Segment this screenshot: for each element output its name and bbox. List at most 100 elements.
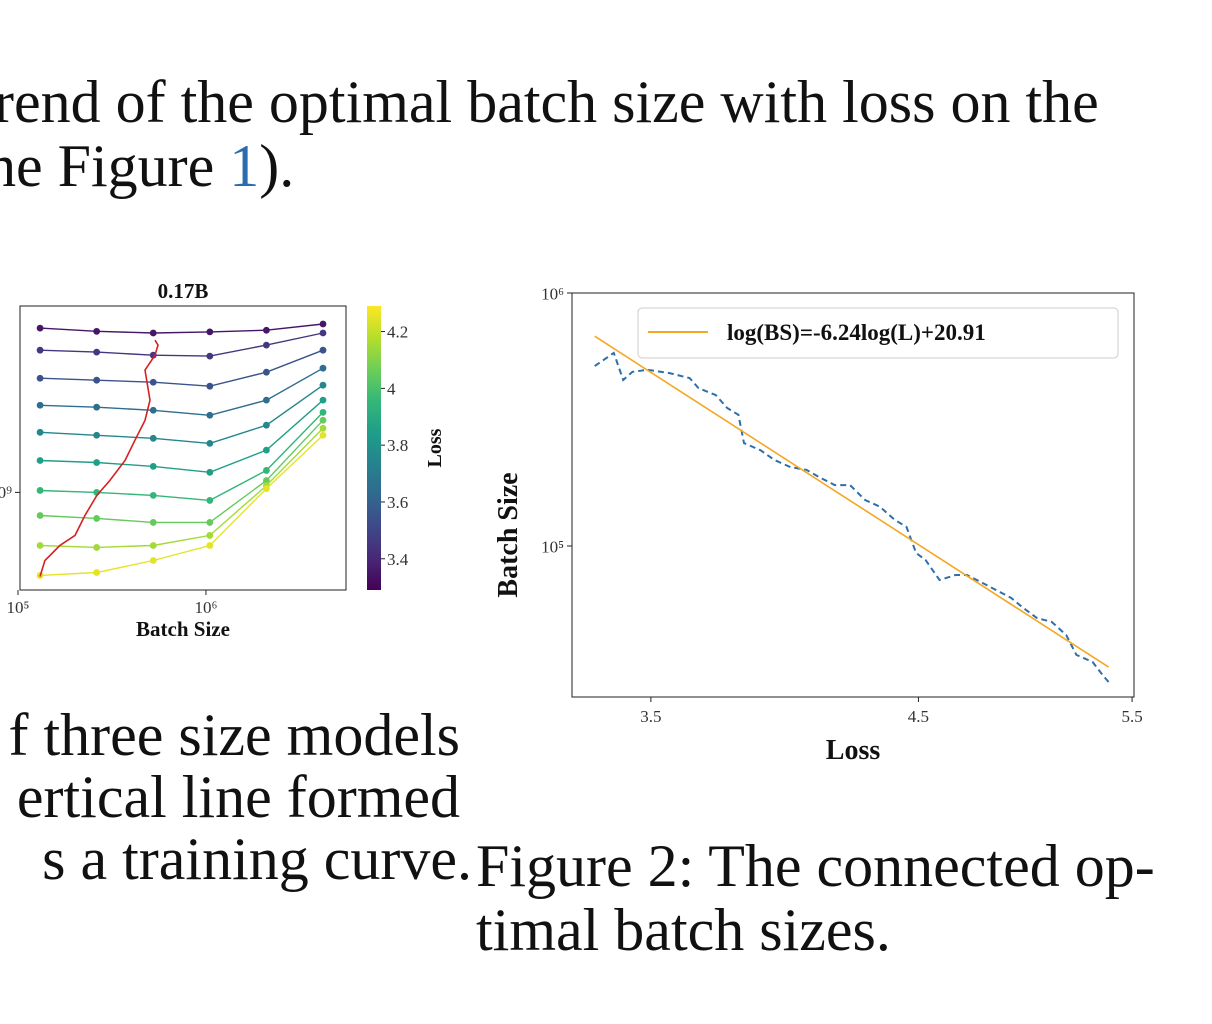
data-point (93, 515, 101, 522)
paragraph-line: rend of the optimal batch size with loss… (0, 69, 1099, 135)
x-tick-label: 10⁶ (194, 598, 217, 617)
data-line (40, 349, 324, 387)
data-point (206, 532, 214, 539)
data-line (594, 351, 1110, 683)
data-point (149, 491, 157, 499)
data-point (263, 396, 270, 404)
data-point (206, 439, 214, 447)
data-point (36, 487, 44, 494)
y-axis-label: Batch Size (493, 472, 524, 597)
data-point (93, 376, 101, 384)
legend-box (637, 307, 1119, 359)
data-point (149, 462, 157, 470)
colorbar-tick-label: 4.2 (387, 323, 408, 342)
paragraph-line: ertical line formed (17, 764, 460, 830)
data-point (93, 569, 101, 576)
data-point (36, 428, 44, 436)
data-point (319, 320, 327, 328)
data-line (594, 335, 1110, 668)
figure-ref[interactable]: 1 (229, 133, 259, 199)
data-line (40, 399, 324, 474)
data-point (206, 542, 214, 549)
data-point (206, 468, 214, 476)
x-tick-label: 10⁵ (7, 598, 30, 617)
data-point (263, 467, 270, 474)
data-point (263, 326, 270, 334)
data-line (40, 384, 324, 445)
colorbar-tick-label: 3.4 (387, 550, 409, 569)
data-point (36, 512, 44, 519)
data-point (206, 519, 214, 526)
data-point (206, 497, 214, 504)
data-point (149, 542, 157, 549)
x-axis-label: Loss (826, 735, 881, 766)
data-point (36, 542, 44, 549)
paragraph-line: s a training curve. (42, 826, 472, 892)
data-point (319, 396, 327, 404)
data-point (93, 403, 101, 411)
data-point (93, 327, 101, 335)
data-line (40, 332, 324, 357)
colorbar-label: Loss (424, 428, 446, 467)
data-point (263, 421, 270, 429)
data-point (206, 328, 214, 336)
paragraph-line: f three size models (9, 702, 461, 768)
colorbar (367, 306, 381, 590)
data-point (319, 416, 327, 424)
data-point (149, 519, 157, 526)
data-point (263, 368, 270, 376)
data-line (40, 434, 324, 577)
data-line (40, 419, 324, 524)
data-point (149, 378, 157, 386)
text-span: ). (259, 133, 294, 199)
data-point (319, 408, 327, 416)
data-point (93, 431, 101, 439)
data-point (149, 434, 157, 442)
data-point (36, 457, 44, 464)
data-point (319, 424, 327, 432)
data-point (263, 485, 270, 492)
colorbar-tick-label: 3.8 (387, 436, 408, 455)
colorbar-tick-label: 3.6 (387, 493, 408, 512)
data-line (40, 411, 324, 502)
data-point (263, 446, 270, 454)
data-point (206, 411, 214, 419)
x-tick-label: 3.5 (640, 707, 661, 726)
caption-line: Figure 2: The connected op- (476, 833, 1155, 899)
data-point (36, 401, 44, 409)
data-point (263, 341, 270, 349)
caption-line: timal batch sizes. (476, 897, 891, 963)
data-point (36, 346, 44, 354)
data-point (319, 431, 327, 439)
data-point (93, 348, 101, 356)
data-point (319, 329, 327, 337)
legend-label: log(BS)=-6.24log(L)+20.91 (727, 320, 986, 345)
data-line (40, 323, 324, 334)
data-point (319, 381, 327, 389)
plot-frame (19, 305, 347, 591)
data-point (149, 557, 157, 564)
plot-frame (571, 292, 1135, 698)
data-line (40, 367, 324, 417)
data-point (149, 406, 157, 414)
colorbar-tick-label: 4 (387, 379, 396, 398)
data-point (93, 459, 101, 466)
chart-title: 0.17B (158, 279, 209, 303)
data-point (149, 329, 157, 337)
data-point (319, 346, 327, 354)
paragraph-line: he Figure 1). (0, 133, 294, 199)
data-point (263, 477, 270, 484)
y-tick-label: 10⁹ (0, 483, 12, 502)
data-point (206, 382, 214, 390)
data-point (93, 544, 101, 551)
data-point (36, 374, 44, 382)
y-tick-label: 10⁶ (541, 284, 564, 303)
x-axis-label: Batch Size (136, 617, 230, 641)
data-point (206, 352, 214, 360)
x-tick-label: 4.5 (908, 707, 929, 726)
data-point (319, 364, 327, 372)
data-point (36, 324, 44, 332)
data-line (39, 339, 159, 577)
y-tick-label: 10⁵ (541, 537, 564, 556)
